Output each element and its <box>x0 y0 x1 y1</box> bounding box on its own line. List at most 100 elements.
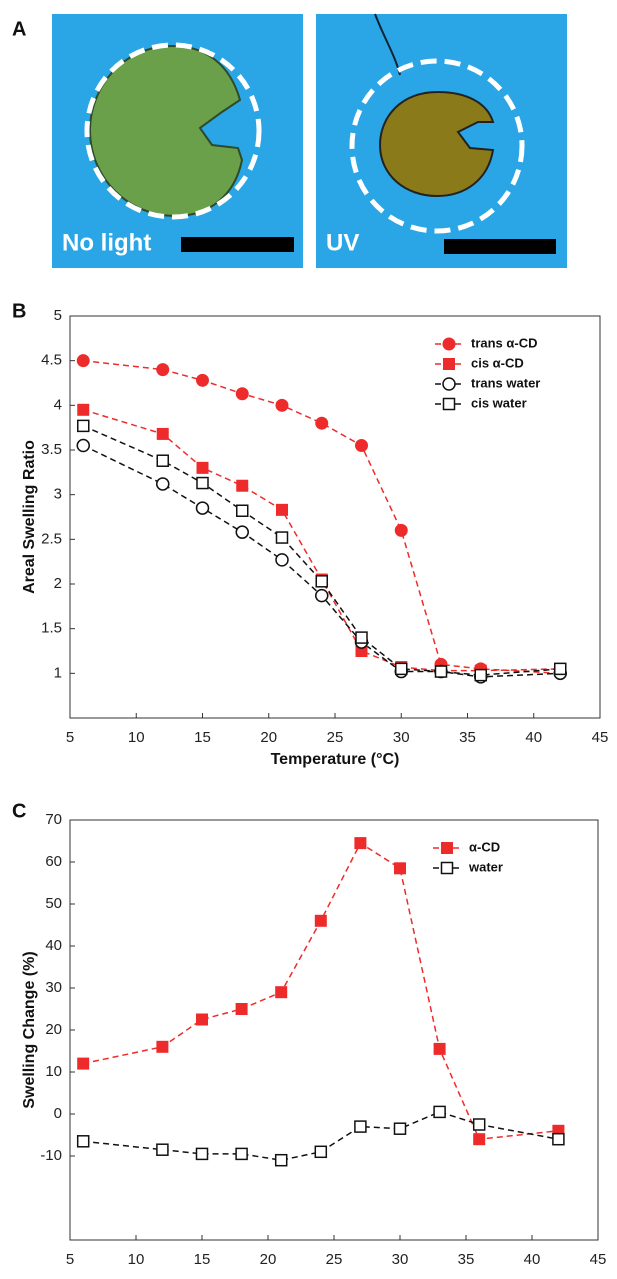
marker <box>76 1135 90 1148</box>
x-tick-label: 30 <box>392 1251 409 1268</box>
y-tick-label: -10 <box>40 1147 62 1164</box>
marker <box>314 914 327 927</box>
marker <box>554 662 567 676</box>
marker <box>235 1003 248 1015</box>
legend-label: trans water <box>471 375 540 390</box>
x-tick-label: 5 <box>66 729 74 746</box>
marker <box>235 1147 248 1161</box>
y-tick-label: 70 <box>45 811 62 828</box>
image-label: No light <box>62 229 151 256</box>
y-tick-label: 40 <box>45 937 62 954</box>
marker <box>275 398 289 412</box>
marker <box>474 668 487 682</box>
marker <box>196 373 209 387</box>
marker <box>275 531 289 544</box>
y-axis-label: Swelling Change (%) <box>21 951 38 1108</box>
marker <box>156 477 170 491</box>
marker <box>433 1042 446 1055</box>
marker <box>235 525 249 539</box>
marker <box>196 1013 208 1026</box>
chart: 51015202530354045-10010203040506070Tempe… <box>21 811 606 1279</box>
series-line <box>82 425 561 676</box>
x-tick-label: 40 <box>524 1251 541 1268</box>
marker <box>236 479 249 492</box>
legend-label: cis water <box>471 395 527 410</box>
marker <box>355 439 368 453</box>
marker <box>473 1133 486 1146</box>
x-tick-label: 25 <box>327 729 344 746</box>
marker <box>274 1153 288 1167</box>
x-tick-label: 5 <box>66 1251 74 1268</box>
marker <box>156 1040 169 1053</box>
marker <box>156 1143 169 1156</box>
marker <box>393 1122 407 1135</box>
image-label: UV <box>326 229 359 256</box>
marker <box>443 358 455 370</box>
series-line <box>83 842 559 1141</box>
series-line <box>83 409 561 672</box>
y-tick-label: 5 <box>54 307 62 324</box>
x-tick-label: 45 <box>592 729 609 746</box>
y-axis-label: Areal Swelling Ratio <box>21 440 38 594</box>
x-tick-label: 20 <box>260 1251 277 1268</box>
marker <box>354 837 367 850</box>
marker <box>275 553 289 567</box>
marker <box>77 419 90 433</box>
marker <box>442 397 456 411</box>
y-tick-label: 30 <box>45 979 62 996</box>
x-tick-label: 15 <box>194 1251 211 1268</box>
series-line <box>83 1111 559 1161</box>
marker <box>76 354 90 368</box>
marker <box>440 861 454 875</box>
panel-label: C <box>12 800 26 822</box>
marker <box>195 501 210 515</box>
marker <box>275 986 288 999</box>
y-tick-label: 4.5 <box>41 352 62 369</box>
x-axis-label: Temperature (°C) <box>271 751 400 768</box>
marker <box>394 523 408 537</box>
y-tick-label: 3.5 <box>41 441 62 458</box>
marker <box>76 438 90 453</box>
marker <box>195 1147 209 1161</box>
marker <box>315 575 328 588</box>
marker <box>355 631 368 644</box>
marker <box>196 476 209 490</box>
y-tick-label: 1.5 <box>41 620 62 637</box>
marker <box>442 377 456 391</box>
marker <box>314 1145 328 1159</box>
x-tick-label: 10 <box>128 729 145 746</box>
marker <box>433 1105 446 1119</box>
marker <box>315 588 329 603</box>
marker <box>156 427 169 440</box>
marker <box>236 504 249 517</box>
marker <box>235 387 249 401</box>
panel-label: A <box>12 18 26 40</box>
y-tick-label: 60 <box>45 853 62 870</box>
x-tick-label: 30 <box>393 729 410 746</box>
marker <box>552 1132 565 1146</box>
legend-label: cis α-CD <box>471 355 524 370</box>
marker <box>156 363 170 377</box>
y-tick-label: 2 <box>54 575 62 592</box>
marker <box>441 842 453 854</box>
legend-label: α-CD <box>469 839 500 854</box>
marker <box>77 403 90 416</box>
marker <box>395 662 408 676</box>
x-tick-label: 25 <box>326 1251 343 1268</box>
y-tick-label: 0 <box>54 1105 62 1122</box>
marker <box>156 454 169 467</box>
marker <box>77 1057 90 1070</box>
y-tick-label: 1 <box>54 664 62 681</box>
marker <box>315 416 329 430</box>
image-no-light: No light <box>52 14 303 268</box>
x-tick-label: 20 <box>260 729 277 746</box>
marker <box>442 337 456 351</box>
plot-frame <box>69 819 599 1241</box>
y-tick-label: 20 <box>45 1021 62 1038</box>
legend-label: trans α-CD <box>471 335 538 350</box>
marker <box>196 461 209 474</box>
chart: 5 10 15 20 25 30 35 40 45 1 1.5 2 2.5 3 3.5 4 4.5 5 Temper… <box>21 307 608 768</box>
y-tick-label: 3 <box>54 486 62 503</box>
image-uv: UV <box>316 13 567 268</box>
marker <box>354 1120 367 1133</box>
